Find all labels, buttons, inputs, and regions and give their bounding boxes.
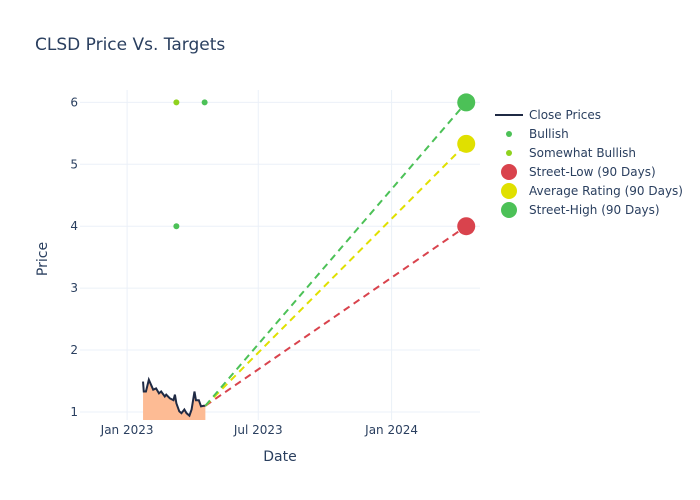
x-tick-label: Jul 2023 xyxy=(233,423,283,437)
target-line xyxy=(204,143,467,407)
target-marker xyxy=(457,134,476,153)
rating-point xyxy=(173,223,180,230)
legend-label: Street-Low (90 Days) xyxy=(529,165,656,179)
x-tick-label: Jan 2023 xyxy=(100,423,154,437)
legend-marker xyxy=(501,202,517,218)
x-axis-label: Date xyxy=(263,449,296,465)
legend-label: Street-High (90 Days) xyxy=(529,203,660,217)
legend-marker xyxy=(501,183,517,199)
y-tick-label: 1 xyxy=(70,405,78,419)
legend-label: Close Prices xyxy=(529,108,601,122)
legend-marker xyxy=(506,131,512,137)
legend-marker xyxy=(501,164,517,180)
legend-label: Somewhat Bullish xyxy=(529,146,636,160)
target-marker xyxy=(457,93,476,112)
y-tick-label: 3 xyxy=(70,281,78,295)
target-line xyxy=(204,225,467,407)
x-tick-label: Jan 2024 xyxy=(364,423,418,437)
y-axis-label: Price xyxy=(35,242,51,276)
legend-label: Bullish xyxy=(529,127,569,141)
rating-point xyxy=(201,99,208,106)
rating-point xyxy=(173,99,180,106)
target-marker xyxy=(457,217,476,236)
legend: Close Prices Bullish Somewhat Bullish Stree… xyxy=(495,108,683,218)
target-line xyxy=(204,101,467,407)
y-tick-label: 6 xyxy=(70,95,78,109)
close-price-line xyxy=(142,376,206,418)
legend-marker xyxy=(506,150,512,156)
y-tick-label: 4 xyxy=(70,219,78,233)
y-tick-label: 2 xyxy=(70,343,78,357)
y-tick-label: 5 xyxy=(70,157,78,171)
legend-label: Average Rating (90 Days) xyxy=(529,184,683,198)
chart-title: CLSD Price Vs. Targets xyxy=(35,35,225,55)
